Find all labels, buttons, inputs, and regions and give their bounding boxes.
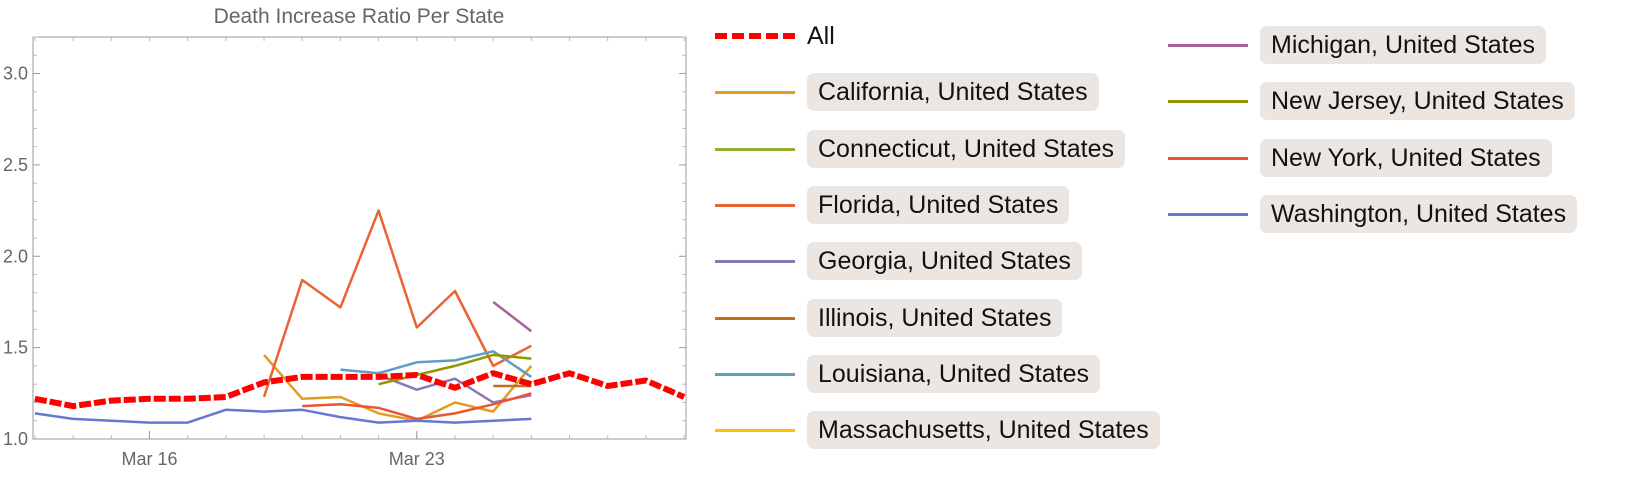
legend-label: California, United States xyxy=(807,73,1099,112)
legend-label: Georgia, United States xyxy=(807,242,1082,281)
legend-swatch xyxy=(715,260,795,264)
legend-swatch xyxy=(1168,212,1248,216)
legend-swatch xyxy=(1168,44,1248,47)
y-tick-label: 3.0 xyxy=(3,64,28,84)
legend-item: New Jersey, United States xyxy=(1168,82,1608,121)
line-chart: Death Increase Ratio Per State 1.0 1.5 2.0… xyxy=(3,5,687,469)
legend-swatch xyxy=(715,91,795,95)
series-line-washington xyxy=(34,408,532,424)
legend-item: Massachusetts, United States xyxy=(715,411,1160,450)
legend-swatch xyxy=(715,203,795,207)
axis-ticks: 1.0 1.5 2.0 2.5 3.0 Mar 16 Mar 23 xyxy=(3,36,686,469)
chart-title: Death Increase Ratio Per State xyxy=(214,5,505,28)
legend-label: Illinois, United States xyxy=(807,298,1063,337)
legend-label: New York, United States xyxy=(1260,138,1552,177)
legend-swatch xyxy=(715,33,795,39)
legend-item: Connecticut, United States xyxy=(715,129,1155,168)
y-tick-label: 2.0 xyxy=(3,246,28,266)
series-lines xyxy=(34,209,686,424)
legend-label: Connecticut, United States xyxy=(807,129,1125,168)
y-tick-label: 1.0 xyxy=(3,429,28,449)
x-tick-label: Mar 23 xyxy=(389,449,445,469)
legend-swatch xyxy=(715,372,795,376)
legend-item: Michigan, United States xyxy=(1168,26,1608,64)
legend-label: Michigan, United States xyxy=(1260,26,1547,64)
series-line-new-jersey xyxy=(378,353,532,386)
legend-item: Illinois, United States xyxy=(715,298,1155,337)
legend-item: Louisiana, United States xyxy=(715,354,1155,393)
legend-label: All xyxy=(807,22,835,50)
legend-item: Florida, United States xyxy=(715,185,1155,224)
series-line-michigan xyxy=(492,301,533,333)
legend-item: California, United States xyxy=(715,73,1155,112)
y-tick-label: 1.5 xyxy=(3,338,28,358)
legend-label: New Jersey, United States xyxy=(1260,82,1575,121)
legend-label: Washington, United States xyxy=(1260,194,1578,233)
legend-swatch xyxy=(715,147,795,151)
series-line-all xyxy=(34,370,686,410)
legend-item: Washington, United States xyxy=(1168,194,1608,233)
y-tick-label: 2.5 xyxy=(3,155,28,175)
legend-item: Georgia, United States xyxy=(715,242,1155,281)
series-line-new-york xyxy=(302,392,532,421)
legend-label: Louisiana, United States xyxy=(807,354,1101,393)
legend-swatch xyxy=(1168,156,1248,160)
legend-swatch xyxy=(715,429,795,433)
legend-swatch xyxy=(715,316,795,320)
legend-item: All xyxy=(715,17,1155,55)
legend-label: Massachusetts, United States xyxy=(807,411,1160,450)
legend-item: New York, United States xyxy=(1168,138,1608,177)
series-line-california xyxy=(263,354,533,422)
legend-label: Florida, United States xyxy=(807,185,1070,224)
legend-swatch xyxy=(1168,100,1248,104)
x-tick-label: Mar 16 xyxy=(121,449,177,469)
